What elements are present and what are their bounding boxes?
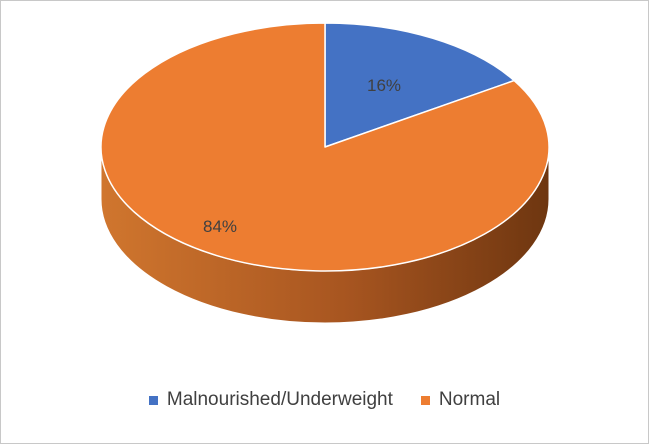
data-label-normal: 84%	[203, 217, 237, 236]
pie-slice-malnourished	[324, 22, 515, 148]
legend-label-malnourished: Malnourished/Underweight	[166, 389, 393, 410]
legend-swatch-malnourished	[148, 395, 158, 405]
legend-item-malnourished: Malnourished/Underweight	[148, 389, 393, 411]
pie-slice-normal	[100, 22, 550, 272]
legend-swatch-normal	[420, 395, 430, 405]
legend-label-normal: Normal	[438, 389, 501, 410]
chart-legend: Malnourished/Underweight Normal	[1, 389, 648, 411]
data-label-malnourished: 16%	[367, 76, 401, 95]
legend-item-normal: Normal	[420, 389, 501, 411]
